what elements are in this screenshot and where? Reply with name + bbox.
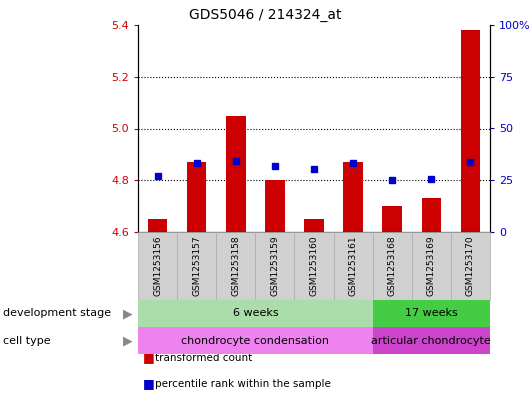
Text: GSM1253157: GSM1253157 bbox=[192, 236, 201, 296]
Text: chondrocyte condensation: chondrocyte condensation bbox=[181, 336, 329, 345]
Text: GSM1253169: GSM1253169 bbox=[427, 236, 436, 296]
Bar bbox=[148, 219, 167, 232]
Text: percentile rank within the sample: percentile rank within the sample bbox=[155, 378, 331, 389]
Bar bbox=[226, 116, 245, 232]
Text: ▶: ▶ bbox=[123, 307, 132, 320]
Bar bbox=[343, 162, 363, 232]
Text: GSM1253168: GSM1253168 bbox=[388, 236, 397, 296]
Text: ■: ■ bbox=[143, 351, 155, 364]
Bar bbox=[383, 206, 402, 232]
Bar bbox=[187, 162, 207, 232]
Text: ▶: ▶ bbox=[123, 334, 132, 347]
Text: articular chondrocyte: articular chondrocyte bbox=[372, 336, 491, 345]
Text: GSM1253161: GSM1253161 bbox=[349, 236, 358, 296]
Text: development stage: development stage bbox=[3, 309, 111, 318]
Bar bbox=[265, 180, 285, 232]
Text: 17 weeks: 17 weeks bbox=[405, 309, 458, 318]
Text: cell type: cell type bbox=[3, 336, 50, 345]
Text: GSM1253159: GSM1253159 bbox=[270, 236, 279, 296]
Text: ■: ■ bbox=[143, 377, 155, 390]
Text: GSM1253160: GSM1253160 bbox=[310, 236, 319, 296]
Text: 6 weeks: 6 weeks bbox=[233, 309, 278, 318]
Text: transformed count: transformed count bbox=[155, 353, 252, 363]
Text: GSM1253158: GSM1253158 bbox=[231, 236, 240, 296]
Text: GDS5046 / 214324_at: GDS5046 / 214324_at bbox=[189, 8, 341, 22]
Bar bbox=[461, 30, 480, 232]
Text: GSM1253156: GSM1253156 bbox=[153, 236, 162, 296]
Text: GSM1253170: GSM1253170 bbox=[466, 236, 475, 296]
Bar bbox=[421, 198, 441, 232]
Bar bbox=[304, 219, 324, 232]
